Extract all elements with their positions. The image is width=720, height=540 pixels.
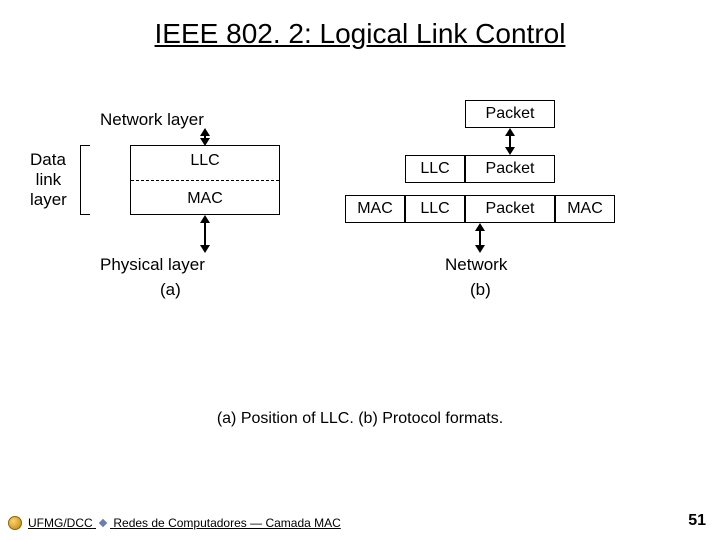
arrow-a2-down xyxy=(200,245,210,253)
box-a-mac: MAC xyxy=(131,190,279,208)
bracket-dll xyxy=(80,145,90,215)
box-b-packet: Packet xyxy=(465,100,555,128)
label-physical-layer: Physical layer xyxy=(100,255,205,275)
figure-caption: (a) Position of LLC. (b) Protocol format… xyxy=(0,410,720,428)
footer-org: UFMG/DCC xyxy=(28,516,93,530)
box-b-mac-llc: LLC xyxy=(405,195,465,223)
dashed-divider xyxy=(131,180,279,181)
arrow-a2-line xyxy=(204,218,206,248)
footer-bullet-icon xyxy=(99,519,107,527)
arrow-b1-down xyxy=(505,147,515,155)
arrow-a1-down xyxy=(200,138,210,146)
box-b-mac-packet: Packet xyxy=(465,195,555,223)
box-b-mac-mac2: MAC xyxy=(555,195,615,223)
arrow-b2-down xyxy=(475,245,485,253)
dll-line1: Data xyxy=(30,150,67,170)
label-sub-a: (a) xyxy=(160,280,181,300)
label-network: Network xyxy=(445,255,507,275)
footer-logo-icon xyxy=(8,516,22,530)
page-number: 51 xyxy=(688,512,706,530)
footer-course: Redes de Computadores — Camada MAC xyxy=(113,516,340,530)
box-b-llc: LLC xyxy=(405,155,465,183)
dll-line3: layer xyxy=(30,190,67,210)
box-b-llc-packet: Packet xyxy=(465,155,555,183)
slide-title: IEEE 802. 2: Logical Link Control xyxy=(0,18,720,50)
label-sub-b: (b) xyxy=(470,280,491,300)
box-b-mac: MAC xyxy=(345,195,405,223)
dll-line2: link xyxy=(30,170,67,190)
diagram-container: Network layer Data link layer LLC MAC Ph… xyxy=(30,100,690,360)
footer-text: UFMG/DCC Redes de Computadores — Camada … xyxy=(28,516,341,530)
footer: UFMG/DCC Redes de Computadores — Camada … xyxy=(0,510,720,530)
label-network-layer: Network layer xyxy=(100,110,204,130)
label-data-link-layer: Data link layer xyxy=(30,150,67,210)
box-a-llc: LLC xyxy=(131,152,279,170)
